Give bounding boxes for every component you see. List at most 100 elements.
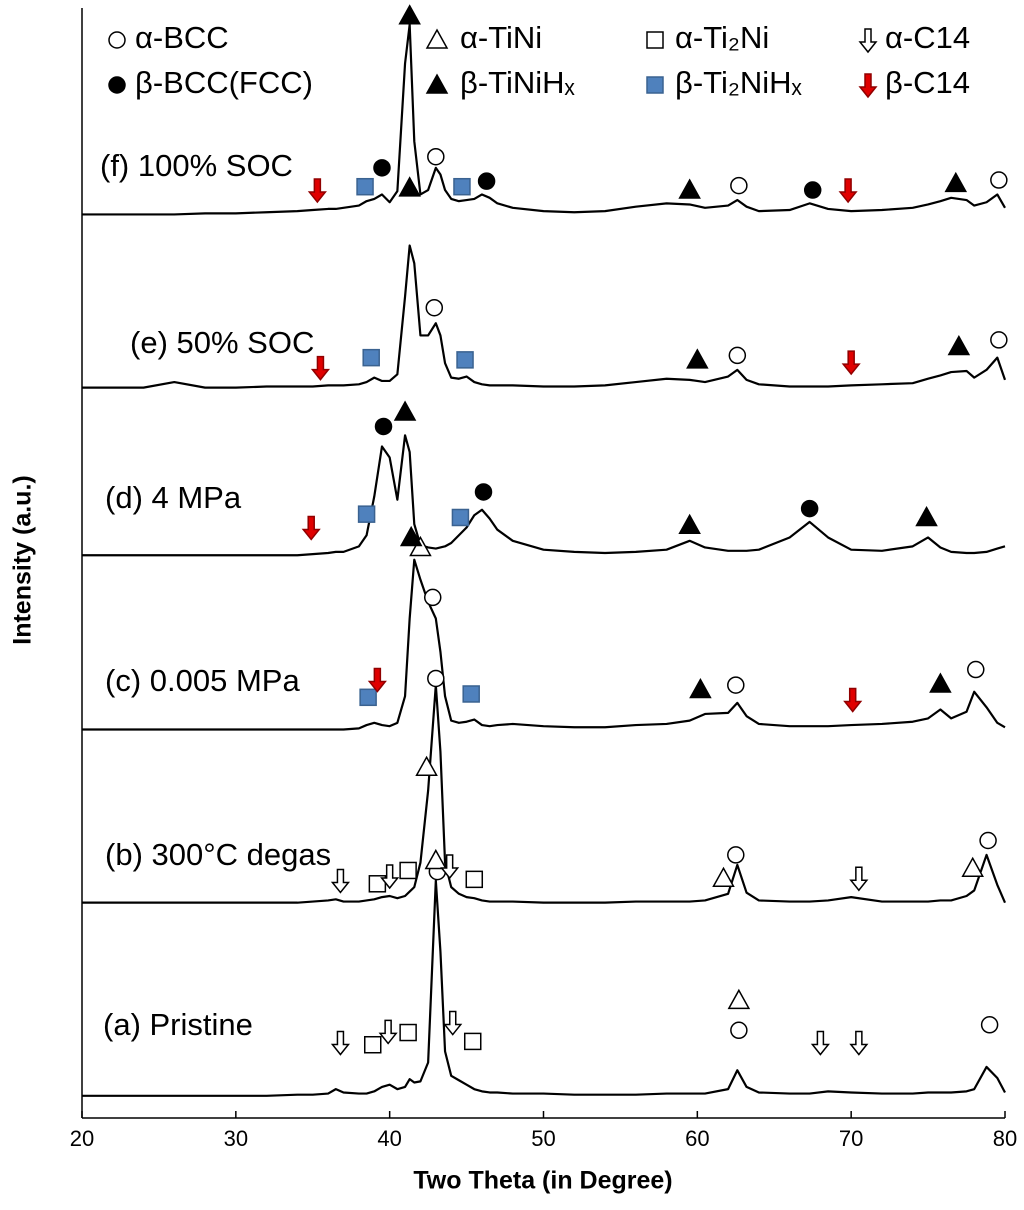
marker-arrow [367,667,387,693]
marker-circle [425,298,444,317]
marker-triangle [944,171,968,193]
marker-triangle [678,178,701,199]
marker-arrow [858,28,878,54]
marker-circle [979,831,997,850]
legend-label: β-BCC(FCC) [135,65,313,100]
series-line [82,23,1006,216]
marker-square [646,76,664,94]
marker-arrow [810,1030,830,1056]
marker-circle [477,172,496,190]
marker-circle [427,669,445,688]
marker-triangle [399,525,423,547]
x-tick-label: 30 [224,1126,248,1151]
marker-square [465,870,484,889]
marker-circle [990,171,1008,189]
marker-triangle [712,866,735,887]
marker-circle [967,660,985,679]
marker-square [451,508,470,527]
legend-label: β-C14 [885,65,970,100]
marker-arrow [380,864,400,890]
marker-triangle [678,513,701,535]
x-tick-label: 70 [839,1126,863,1151]
marker-arrow [330,868,351,894]
marker-square [463,1032,482,1051]
legend-item: α-C14 [858,20,970,55]
marker-triangle [409,535,432,557]
series-line [82,434,1006,557]
marker-square [356,177,374,196]
legend-label: α-BCC [135,20,229,55]
marker-circle [800,499,819,518]
marker-arrow [378,1019,398,1045]
marker-triangle [689,677,712,699]
marker-arrow [841,350,861,376]
marker-circle [728,346,747,365]
marker-triangle [415,755,438,776]
y-axis-title: Intensity (a.u.) [9,475,37,644]
marker-square [453,177,471,196]
legend-label: α-Ti₂Ni [675,20,769,55]
marker-square [399,861,417,880]
legend-item: α-BCC [108,20,229,55]
series-line [82,684,1007,904]
legend-item: α-Ti₂Ni [646,20,769,55]
marker-circle [423,588,442,607]
marker-triangle [425,73,449,94]
marker-triangle [686,348,709,369]
series-line [82,558,1006,731]
legend-label: β-Ti₂NiHₓ [675,65,803,100]
series-label: (a) Pristine [103,1007,253,1042]
legend-item: β-C14 [858,65,970,100]
marker-arrow [843,687,863,713]
marker-arrow [443,1010,463,1036]
marker-circle [474,483,493,501]
legend-item: β-Ti₂NiHₓ [646,65,803,100]
marker-square [646,31,664,49]
series-label: (b) 300°C degas [105,837,331,872]
marker-circle [730,176,748,195]
marker-circle [980,1016,999,1034]
marker-circle [727,846,745,864]
marker-arrow [849,866,869,892]
marker-triangle [424,848,448,870]
marker-circle [730,1021,748,1040]
marker-triangle [961,856,984,877]
x-tick-label: 60 [685,1126,709,1151]
series-label: (e) 50% SOC [130,325,314,360]
legend-item: α-TiNi [425,20,542,55]
legend-label: α-TiNi [460,20,542,55]
x-axis-title: Two Theta (in Degree) [413,1167,672,1195]
marker-square [456,351,474,369]
marker-square [363,1035,382,1054]
marker-triangle [425,28,449,49]
marker-square [359,688,377,707]
legend-label: β-TiNiHₓ [460,65,575,100]
marker-triangle [727,988,751,1010]
marker-arrow [440,854,460,880]
series-line [82,879,1006,1097]
marker-triangle [398,176,421,197]
marker-arrow [330,1030,351,1056]
marker-circle [108,31,126,49]
marker-arrow [307,178,327,204]
marker-circle [990,331,1008,349]
x-tick-label: 50 [531,1126,555,1151]
marker-circle [108,76,126,94]
series-line [82,244,1007,389]
marker-arrow [858,73,878,99]
marker-triangle [915,505,938,527]
legend-item: β-TiNiHₓ [425,65,575,100]
marker-square [362,348,380,367]
series-label: (d) 4 MPa [105,480,242,515]
x-tick-label: 40 [377,1126,401,1151]
marker-triangle [947,335,971,356]
marker-circle [373,159,391,177]
marker-square [399,1023,417,1042]
legend-item: β-BCC(FCC) [108,65,313,100]
marker-triangle [398,4,421,25]
series-label: (c) 0.005 MPa [105,663,300,698]
marker-arrow [301,515,321,541]
marker-circle [803,181,822,199]
marker-triangle [393,400,417,421]
